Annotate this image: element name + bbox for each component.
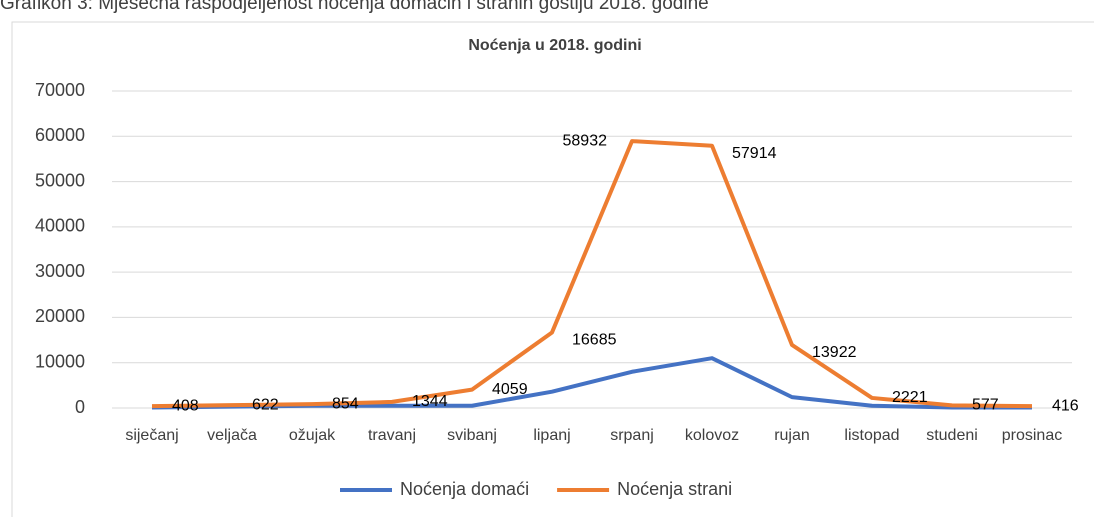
y-tick-label: 0 bbox=[75, 397, 85, 417]
chart-title: Noćenja u 2018. godini bbox=[468, 37, 641, 54]
x-tick-label: ožujak bbox=[289, 427, 336, 444]
x-tick-label: rujan bbox=[774, 427, 810, 444]
data-label: 58932 bbox=[563, 132, 608, 149]
y-tick-label: 10000 bbox=[35, 351, 85, 371]
data-label: 57914 bbox=[732, 145, 777, 162]
data-label: 577 bbox=[972, 397, 999, 414]
y-tick-label: 40000 bbox=[35, 216, 85, 236]
y-tick-label: 50000 bbox=[35, 170, 85, 190]
data-label: 622 bbox=[252, 396, 279, 413]
legend-label: Noćenja domaći bbox=[400, 479, 529, 499]
data-label: 416 bbox=[1052, 397, 1079, 414]
y-tick-label: 70000 bbox=[35, 80, 85, 100]
data-label: 4059 bbox=[492, 381, 528, 398]
data-label: 2221 bbox=[892, 389, 928, 406]
data-label: 13922 bbox=[812, 344, 857, 361]
x-tick-label: travanj bbox=[368, 427, 416, 444]
x-tick-label: srpanj bbox=[610, 427, 654, 444]
chart-border bbox=[11, 21, 1094, 517]
x-tick-label: veljača bbox=[207, 427, 257, 444]
x-tick-label: studeni bbox=[926, 427, 978, 444]
x-tick-label: kolovoz bbox=[685, 427, 739, 444]
x-tick-label: siječanj bbox=[125, 427, 178, 444]
series-line bbox=[151, 139, 1033, 409]
y-tick-label: 60000 bbox=[35, 125, 85, 145]
data-label: 16685 bbox=[572, 332, 617, 349]
legend-label: Noćenja strani bbox=[617, 479, 732, 499]
x-tick-label: prosinac bbox=[1002, 427, 1062, 444]
data-label: 408 bbox=[172, 397, 199, 414]
data-label: 1344 bbox=[412, 393, 448, 410]
x-tick-label: lipanj bbox=[533, 427, 570, 444]
x-tick-label: listopad bbox=[844, 427, 899, 444]
data-label: 854 bbox=[332, 395, 359, 412]
x-tick-label: svibanj bbox=[447, 427, 497, 444]
y-tick-label: 20000 bbox=[35, 306, 85, 326]
caption: Grafikon 3: Mjesečna raspodjeljenost noć… bbox=[0, 0, 709, 14]
y-tick-label: 30000 bbox=[35, 261, 85, 281]
